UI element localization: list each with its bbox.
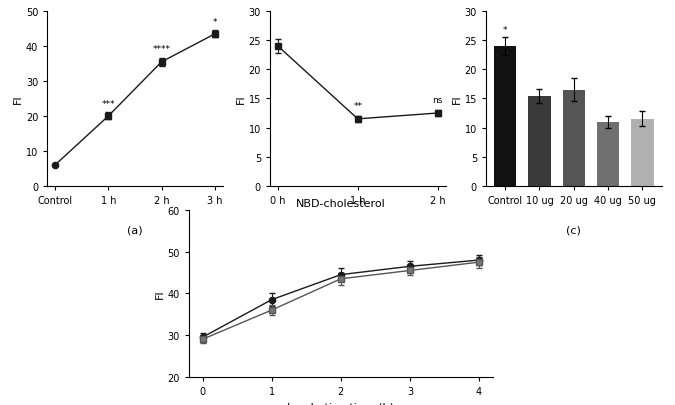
Bar <box>631 119 653 186</box>
Bar <box>529 96 551 186</box>
Y-axis label: FI: FI <box>155 289 165 298</box>
Text: (a): (a) <box>127 225 143 234</box>
Y-axis label: FI: FI <box>236 94 246 104</box>
Text: ***: *** <box>102 100 115 109</box>
Bar <box>597 122 619 186</box>
Title: NBD-cholesterol: NBD-cholesterol <box>296 198 385 209</box>
Y-axis label: FI: FI <box>13 94 23 104</box>
Bar <box>494 47 516 186</box>
Text: (c): (c) <box>566 225 581 234</box>
Y-axis label: FI: FI <box>452 94 462 104</box>
Text: *: * <box>503 26 508 35</box>
Text: ****: **** <box>153 45 171 54</box>
Text: ns: ns <box>432 96 443 105</box>
Bar <box>562 90 585 186</box>
X-axis label: Incubation time (h): Incubation time (h) <box>288 401 394 405</box>
Text: *: * <box>213 18 217 27</box>
Text: (b): (b) <box>350 225 366 234</box>
Text: **: ** <box>353 102 362 111</box>
